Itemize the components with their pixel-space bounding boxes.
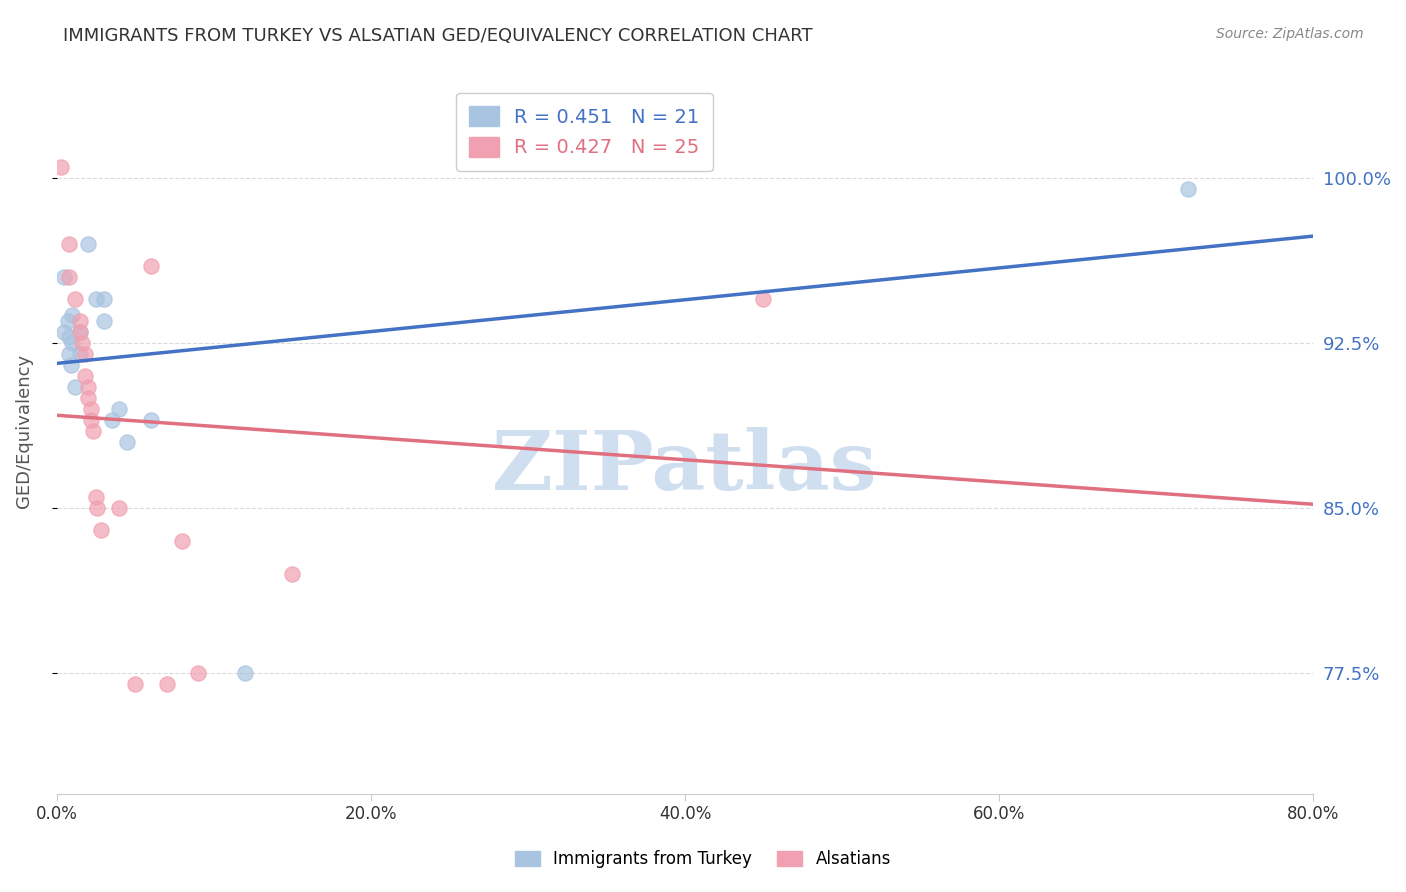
Point — [65, 292, 87, 306]
Point — [108, 402, 131, 417]
Point — [59, 358, 82, 372]
Point — [73, 347, 96, 361]
Point — [58, 237, 80, 252]
Point — [65, 380, 87, 394]
Text: Source: ZipAtlas.com: Source: ZipAtlas.com — [1216, 27, 1364, 41]
Point — [93, 314, 115, 328]
Point — [82, 424, 104, 438]
Point — [84, 490, 107, 504]
Point — [53, 270, 76, 285]
Point — [117, 435, 139, 450]
Point — [60, 336, 83, 351]
Point — [58, 270, 80, 285]
Text: IMMIGRANTS FROM TURKEY VS ALSATIAN GED/EQUIVALENCY CORRELATION CHART: IMMIGRANTS FROM TURKEY VS ALSATIAN GED/E… — [63, 27, 813, 45]
Point — [108, 501, 131, 516]
Point — [172, 533, 194, 548]
Point — [69, 325, 91, 339]
Point — [58, 347, 80, 361]
Point — [139, 413, 162, 427]
Point — [80, 402, 103, 417]
Point — [84, 292, 107, 306]
Y-axis label: GED/Equivalency: GED/Equivalency — [15, 354, 32, 508]
Point — [281, 566, 304, 581]
Point — [77, 380, 100, 394]
Point — [58, 329, 80, 343]
Point — [69, 325, 91, 339]
Point — [93, 292, 115, 306]
Point — [80, 413, 103, 427]
Point — [86, 501, 108, 516]
Legend: Immigrants from Turkey, Alsatians: Immigrants from Turkey, Alsatians — [509, 844, 897, 875]
Point — [187, 665, 209, 680]
Point — [60, 308, 83, 322]
Point — [73, 369, 96, 384]
Point — [100, 413, 122, 427]
Point — [56, 314, 79, 328]
Point — [69, 314, 91, 328]
Text: ZIPatlas: ZIPatlas — [492, 427, 877, 508]
Point — [70, 336, 93, 351]
Point — [90, 523, 112, 537]
Point — [77, 237, 100, 252]
Legend: R = 0.451   N = 21, R = 0.427   N = 25: R = 0.451 N = 21, R = 0.427 N = 25 — [456, 93, 713, 170]
Point — [233, 665, 256, 680]
Point — [51, 161, 73, 175]
Point — [124, 677, 146, 691]
Point — [139, 260, 162, 274]
Point — [1177, 182, 1199, 196]
Point — [53, 325, 76, 339]
Point — [69, 347, 91, 361]
Point — [155, 677, 177, 691]
Point — [77, 391, 100, 405]
Point — [752, 292, 775, 306]
